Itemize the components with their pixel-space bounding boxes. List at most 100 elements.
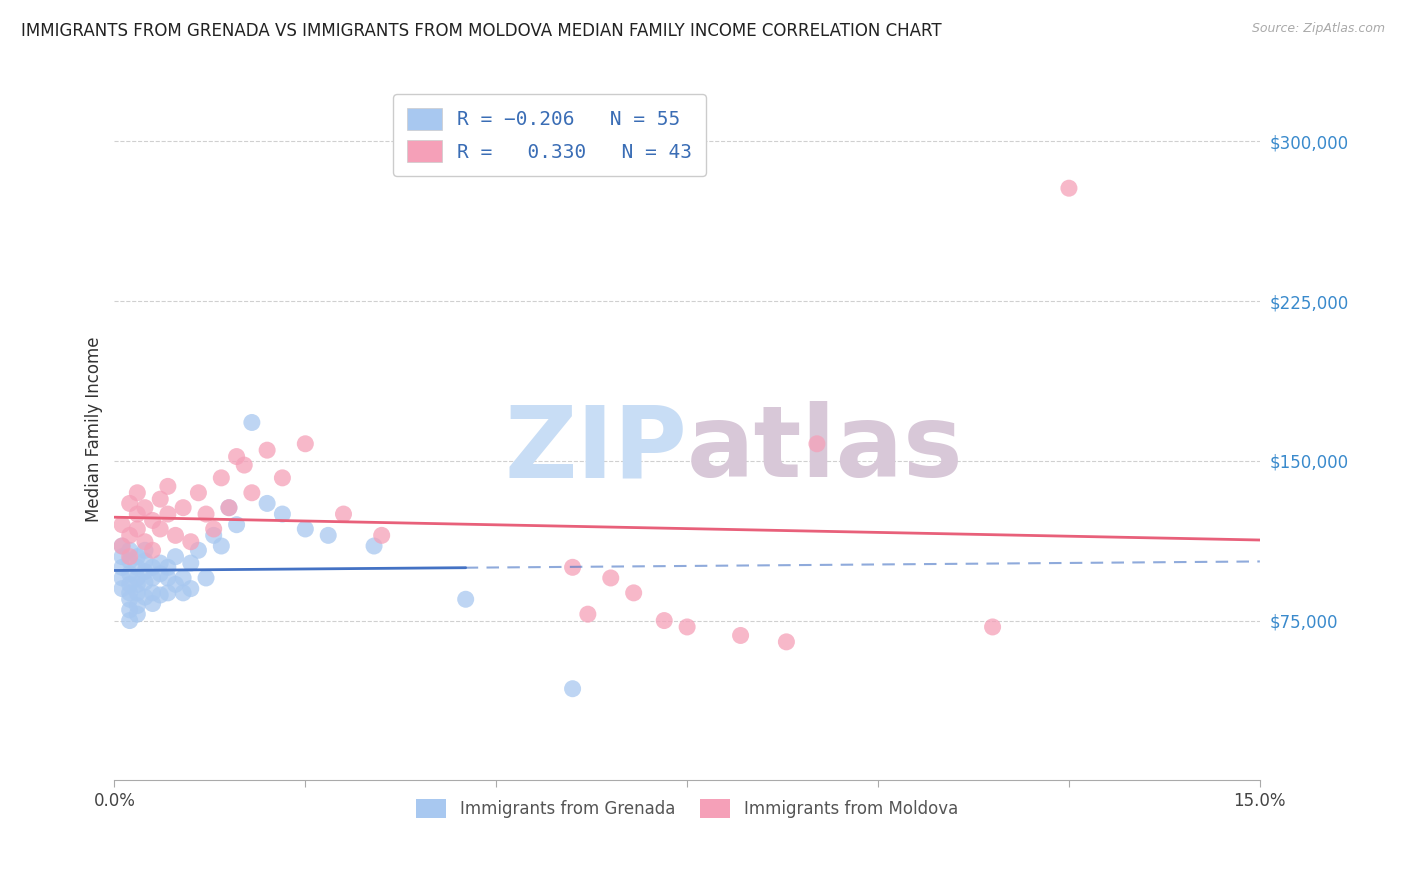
Point <box>142 560 165 574</box>
Point <box>111 517 134 532</box>
Point <box>127 571 149 585</box>
Text: IMMIGRANTS FROM GRENADA VS IMMIGRANTS FROM MOLDOVA MEDIAN FAMILY INCOME CORRELAT: IMMIGRANTS FROM GRENADA VS IMMIGRANTS FR… <box>21 22 942 40</box>
Point <box>149 522 172 536</box>
Point <box>225 450 247 464</box>
Point <box>561 681 583 696</box>
Point <box>599 571 621 585</box>
Point <box>209 539 232 553</box>
Point <box>127 485 149 500</box>
Point <box>156 507 179 521</box>
Point <box>134 554 156 568</box>
Point <box>218 500 240 515</box>
Point <box>118 577 141 591</box>
Point <box>195 571 218 585</box>
Point <box>187 543 209 558</box>
Point <box>118 586 141 600</box>
Point <box>111 539 134 553</box>
Point <box>118 554 141 568</box>
Point <box>118 614 141 628</box>
Point <box>118 543 141 558</box>
Point <box>111 571 134 585</box>
Point <box>806 437 828 451</box>
Point <box>180 556 202 570</box>
Point <box>149 566 172 581</box>
Point <box>454 592 477 607</box>
Point <box>225 517 247 532</box>
Point <box>172 571 194 585</box>
Point <box>118 603 141 617</box>
Point <box>240 485 263 500</box>
Point <box>187 485 209 500</box>
Point <box>149 556 172 570</box>
Point <box>127 586 149 600</box>
Point <box>1057 181 1080 195</box>
Point <box>142 513 165 527</box>
Point <box>149 492 172 507</box>
Point <box>134 575 156 590</box>
Point <box>127 549 149 564</box>
Point <box>271 471 294 485</box>
Point <box>256 443 278 458</box>
Y-axis label: Median Family Income: Median Family Income <box>86 336 103 522</box>
Point <box>134 590 156 604</box>
Point <box>142 543 165 558</box>
Point <box>363 539 385 553</box>
Point <box>142 586 165 600</box>
Point <box>316 528 339 542</box>
Point <box>156 571 179 585</box>
Point <box>118 528 141 542</box>
Point <box>623 586 645 600</box>
Point <box>256 496 278 510</box>
Point <box>134 500 156 515</box>
Legend: Immigrants from Grenada, Immigrants from Moldova: Immigrants from Grenada, Immigrants from… <box>409 792 965 825</box>
Point <box>195 507 218 521</box>
Point <box>576 607 599 622</box>
Point <box>111 549 134 564</box>
Point <box>127 577 149 591</box>
Point <box>561 560 583 574</box>
Point <box>118 566 141 581</box>
Point <box>202 522 225 536</box>
Point <box>294 522 316 536</box>
Point <box>172 586 194 600</box>
Point <box>111 539 134 553</box>
Point <box>180 582 202 596</box>
Point <box>165 577 187 591</box>
Point <box>127 599 149 613</box>
Point <box>127 522 149 536</box>
Point <box>209 471 232 485</box>
Point <box>294 437 316 451</box>
Point <box>127 560 149 574</box>
Point <box>240 416 263 430</box>
Point <box>127 507 149 521</box>
Point <box>370 528 392 542</box>
Point <box>652 614 675 628</box>
Point <box>134 543 156 558</box>
Point <box>149 588 172 602</box>
Point <box>730 628 752 642</box>
Point <box>118 549 141 564</box>
Point <box>271 507 294 521</box>
Point <box>172 500 194 515</box>
Point <box>156 479 179 493</box>
Point <box>202 528 225 542</box>
Point <box>180 534 202 549</box>
Point <box>332 507 354 521</box>
Point <box>134 565 156 579</box>
Text: Source: ZipAtlas.com: Source: ZipAtlas.com <box>1251 22 1385 36</box>
Point <box>111 582 134 596</box>
Point <box>775 635 797 649</box>
Point <box>142 597 165 611</box>
Point <box>118 496 141 510</box>
Point <box>156 560 179 574</box>
Point <box>156 586 179 600</box>
Point <box>233 458 256 472</box>
Point <box>118 592 141 607</box>
Text: ZIP: ZIP <box>505 401 688 499</box>
Point <box>218 500 240 515</box>
Point <box>134 534 156 549</box>
Point <box>676 620 699 634</box>
Point <box>165 528 187 542</box>
Point <box>981 620 1004 634</box>
Point <box>165 549 187 564</box>
